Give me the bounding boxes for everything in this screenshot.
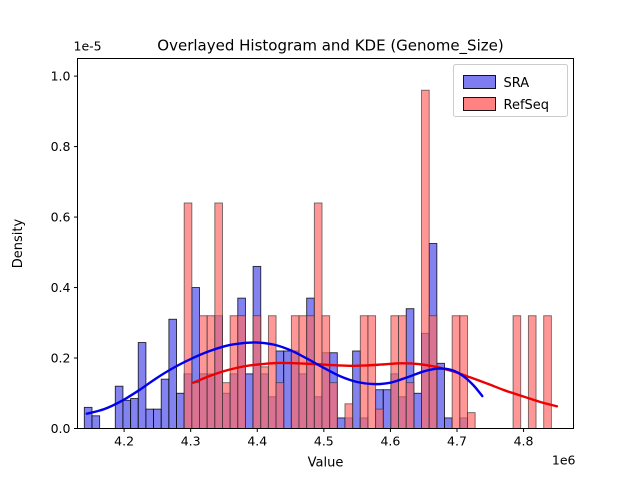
x-axis: 4.2 4.3 4.4 4.5 4.6 4.7 4.8 bbox=[114, 428, 534, 449]
chart-legend[interactable]: SRA RefSeq bbox=[453, 64, 568, 117]
y-tick-label: 0.0 bbox=[51, 421, 71, 436]
histogram-bar bbox=[91, 415, 101, 429]
histogram-bar bbox=[298, 315, 308, 429]
histogram-bar bbox=[306, 315, 315, 429]
x-axis-label: Value bbox=[308, 456, 344, 471]
histogram-bar bbox=[359, 315, 369, 429]
histogram-bar bbox=[436, 362, 445, 429]
histogram-bar bbox=[183, 202, 193, 429]
histogram-bar bbox=[459, 315, 468, 429]
refseq-kde-curve bbox=[192, 361, 559, 408]
x-tick-label: 4.6 bbox=[380, 434, 400, 449]
x-tick-label: 4.5 bbox=[314, 434, 334, 449]
axes-spines bbox=[77, 58, 574, 429]
histogram-bar bbox=[267, 315, 277, 429]
y-axis: 0.0 0.2 0.4 0.6 0.8 1.0 bbox=[51, 69, 78, 436]
histogram-bar bbox=[421, 89, 430, 429]
histogram-bar bbox=[313, 202, 323, 429]
histogram-bar bbox=[145, 408, 155, 429]
histogram-bar bbox=[428, 315, 438, 429]
y-tick-label: 0.4 bbox=[51, 280, 71, 295]
histogram-bar bbox=[527, 315, 537, 429]
y-tick-label: 1.0 bbox=[51, 69, 71, 84]
chart-title: Overlayed Histogram and KDE (Genome_Size… bbox=[157, 37, 503, 56]
y-tick-label: 0.6 bbox=[51, 210, 71, 225]
y-tick-label: 0.8 bbox=[51, 139, 71, 154]
histogram-bar bbox=[229, 315, 239, 429]
histogram-bar bbox=[260, 366, 269, 429]
histogram-bar bbox=[290, 315, 300, 429]
x-axis-offset-label: 1e6 bbox=[552, 453, 576, 468]
x-tick-label: 4.4 bbox=[247, 434, 267, 449]
y-axis-label: Density bbox=[11, 218, 26, 268]
legend-label-refseq: RefSeq bbox=[504, 98, 550, 113]
histogram-bar bbox=[467, 412, 476, 429]
histogram-bar bbox=[199, 315, 208, 429]
histogram-bar bbox=[275, 382, 285, 429]
x-tick-label: 4.3 bbox=[181, 434, 201, 449]
x-tick-label: 4.8 bbox=[514, 434, 534, 449]
x-tick-label: 4.7 bbox=[447, 434, 467, 449]
histogram-bar bbox=[413, 392, 422, 429]
legend-swatch-refseq bbox=[463, 97, 496, 111]
histogram-bar bbox=[336, 417, 346, 429]
histogram-bar bbox=[405, 382, 415, 429]
histogram-bar bbox=[512, 315, 522, 429]
histogram-bar bbox=[252, 315, 262, 429]
histogram-bar bbox=[543, 315, 552, 429]
histogram-bar bbox=[329, 382, 338, 429]
histogram-bar bbox=[344, 403, 354, 429]
histogram-bar bbox=[153, 408, 162, 429]
histogram-bar bbox=[130, 398, 139, 429]
histogram-bar bbox=[398, 315, 407, 429]
histogram-bar bbox=[214, 202, 223, 429]
histogram-bar bbox=[367, 315, 377, 429]
histogram-bar bbox=[83, 406, 93, 429]
histogram-bar bbox=[321, 315, 331, 429]
histogram-bar bbox=[160, 378, 170, 429]
sra-kde-curve bbox=[85, 341, 484, 415]
plot-area: 4.2 4.3 4.4 4.5 4.6 4.7 4.80.00.20.40.60.81.01… bbox=[11, 37, 576, 471]
histogram-bar bbox=[206, 315, 216, 429]
histogram-bar bbox=[176, 392, 185, 429]
y-axis-offset-label: 1e-5 bbox=[74, 39, 102, 54]
histogram-bar bbox=[244, 373, 254, 429]
histogram-bar bbox=[382, 389, 392, 429]
y-tick-label: 0.2 bbox=[51, 351, 71, 366]
histogram-bar bbox=[444, 417, 453, 429]
histogram-bar bbox=[222, 382, 231, 429]
histogram-bar bbox=[191, 382, 200, 429]
histogram-bar bbox=[352, 350, 361, 429]
histogram-bar bbox=[375, 408, 384, 429]
legend-swatch-sra bbox=[463, 75, 496, 89]
histogram-bar bbox=[114, 385, 124, 429]
histogram-bar bbox=[390, 315, 400, 429]
refseq-histogram bbox=[183, 89, 552, 429]
legend-label-sra: SRA bbox=[504, 76, 530, 91]
histogram-bar bbox=[237, 315, 246, 429]
histogram-bar bbox=[168, 318, 177, 429]
histogram-bar bbox=[122, 399, 132, 429]
x-tick-label: 4.2 bbox=[114, 434, 134, 449]
